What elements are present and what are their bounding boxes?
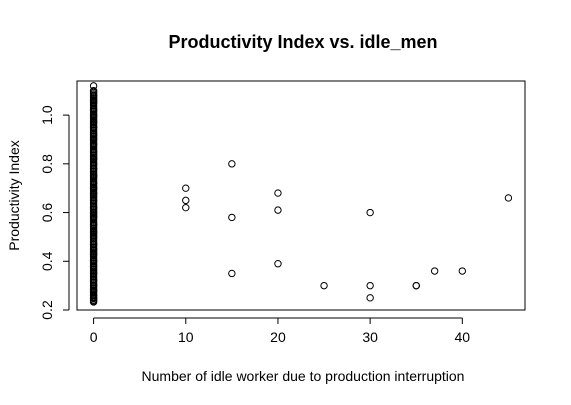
y-tick-label: 0.6 xyxy=(39,203,55,223)
y-axis: 0.2 0.4 0.6 0.8 1.0 xyxy=(39,105,70,320)
data-point xyxy=(182,196,190,205)
x-tick-label: 30 xyxy=(362,329,378,345)
data-point xyxy=(366,294,374,302)
data-point xyxy=(228,269,236,278)
y-tick-label: 0.8 xyxy=(39,154,55,174)
data-point xyxy=(274,206,282,214)
y-axis-label: Productivity Index xyxy=(6,140,22,251)
data-point xyxy=(320,281,328,290)
plot-frame xyxy=(76,80,526,311)
y-tick-label: 0.2 xyxy=(39,300,55,320)
x-tick-label: 0 xyxy=(90,329,98,345)
data-point xyxy=(274,189,282,197)
data-points xyxy=(89,82,513,306)
data-point xyxy=(430,267,439,275)
y-tick-label: 0.4 xyxy=(39,251,55,271)
data-point xyxy=(89,87,98,95)
x-axis-label: Number of idle worker due to production … xyxy=(142,368,465,384)
x-tick-label: 10 xyxy=(178,329,194,345)
data-point xyxy=(228,160,236,168)
data-point xyxy=(182,203,190,212)
data-point xyxy=(182,184,190,192)
x-tick-label: 20 xyxy=(270,329,286,345)
data-point xyxy=(228,213,236,222)
data-point xyxy=(504,194,513,202)
x-axis: 0 10 20 30 40 xyxy=(90,317,471,345)
data-point xyxy=(366,281,374,290)
y-tick-label: 1.0 xyxy=(39,105,55,125)
data-point xyxy=(458,267,467,275)
data-point xyxy=(274,260,282,268)
x-tick-label: 40 xyxy=(455,329,471,345)
data-point xyxy=(412,281,420,290)
chart-title: Productivity Index vs. idle_men xyxy=(168,32,437,52)
data-point xyxy=(366,208,374,217)
